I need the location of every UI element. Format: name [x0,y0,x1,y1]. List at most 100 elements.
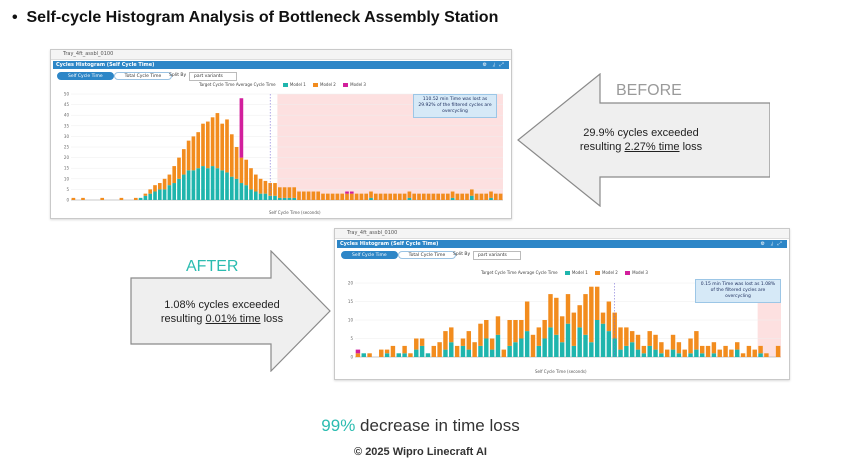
histogram-bar [723,345,728,357]
window-title: Tray_4ft_assbl_0100 [63,51,114,57]
time-loss-note: 0.15 min Time was lost as 1.08% of the f… [695,279,781,303]
histogram-bar [321,193,325,200]
histogram-bar [258,178,263,194]
histogram-bar [740,353,746,357]
y-tick-label: 15 [64,166,70,171]
legend-swatch-model3 [625,271,631,275]
legend-model2: Model 2 [320,82,336,87]
slide-title: • Self-cycle Histogram Analysis of Bottl… [12,9,498,27]
histogram-bar [524,331,530,357]
histogram-bar [253,174,258,192]
window-title: Tray_4ft_assbl_0100 [347,230,398,236]
histogram-bar [489,197,493,200]
title-bullet: • [12,9,18,26]
histogram-bar [345,191,349,194]
histogram-bar [421,193,426,200]
histogram-bar [469,189,474,196]
y-tick-label: 20 [64,155,70,160]
after-summary-text: 1.08% cycles exceeded resulting 0.01% ti… [142,298,302,326]
histogram-bar [577,305,582,328]
histogram-bar [407,197,412,200]
after-line-1: 1.08% cycles exceeded [164,299,280,311]
y-tick-label: 45 [64,102,70,107]
split-by-select[interactable]: part variants [473,251,521,260]
histogram-bar [361,353,366,357]
histogram-bar [559,342,565,357]
histogram-bar [378,193,383,200]
panel-title: Cycles Histogram (Self Cycle Time) [340,241,439,247]
histogram-bar [258,193,263,200]
histogram-bar [210,166,215,200]
histogram-bar [345,193,349,200]
histogram-bar [263,180,268,194]
split-by-select[interactable]: part variants [189,72,237,81]
histogram-bar [419,345,425,357]
histogram-bar [454,345,460,357]
histogram-bar [239,183,244,200]
histogram-bar [472,342,477,357]
histogram-bar [466,349,472,357]
histogram-bar [629,331,635,343]
settings-icon[interactable]: ⚙ [760,241,765,247]
x-axis-label: Self Cycle Time (seconds) [535,369,587,374]
histogram-bar [577,327,582,357]
note-line-1: 110.52 min Time was lost as [422,97,488,102]
histogram-bar [559,316,565,343]
histogram-bar [612,338,617,357]
histogram-bar [542,320,547,339]
before-screenshot: Tray_4ft_assbl_0100 Cycles Histogram (Se… [50,49,512,219]
download-icon[interactable]: ⤓ [770,241,773,247]
settings-icon[interactable]: ⚙ [482,62,487,68]
histogram-bar [119,197,124,200]
summary-percent: 99% [321,416,356,435]
expand-icon[interactable]: ⤢ [498,62,503,68]
histogram-bar [694,331,699,350]
histogram-bar [594,286,600,320]
histogram-bar [325,193,330,200]
legend-swatch-model2 [313,83,319,87]
histogram-bar [775,345,781,357]
histogram-bar [287,197,292,200]
histogram-bar [688,338,693,354]
histogram-bar [239,98,244,158]
histogram-bar [659,353,664,357]
histogram-bar [402,353,407,357]
histogram-bar [670,334,676,350]
histogram-bar [143,193,148,196]
tab-self-cycle-time[interactable]: Self Cycle Time [57,72,114,80]
split-by-label: Split By [453,252,471,257]
panel-header: Cycles Histogram (Self Cycle Time) ⚙ ⤓ ⤢ [337,240,787,248]
histogram-bar [396,353,401,357]
histogram-bar [335,193,340,200]
histogram-bar [205,168,210,200]
histogram-bar [205,121,210,169]
histogram-bar [624,327,629,346]
histogram-bar [384,353,390,357]
histogram-bar [513,320,518,343]
histogram-bar [167,185,172,200]
histogram-bar [635,349,641,357]
tab-total-cycle-time[interactable]: Total Cycle Time [397,251,457,259]
histogram-bar [735,342,740,350]
histogram-bar [408,353,413,357]
histogram-bar [316,191,321,200]
histogram-bar [191,136,196,171]
histogram-bar [297,191,301,200]
histogram-bar [606,301,612,332]
tab-total-cycle-time[interactable]: Total Cycle Time [113,72,173,80]
histogram-bar [364,193,369,200]
legend-model3: Model 3 [350,82,366,87]
histogram-bar [647,331,652,346]
histogram-bar [542,338,547,357]
download-icon[interactable]: ⤓ [492,62,495,68]
histogram-bar [234,147,239,179]
expand-icon[interactable]: ⤢ [776,241,781,247]
histogram-bar [330,193,335,200]
histogram-bar [711,353,717,357]
y-tick-label: 5 [66,187,69,192]
y-tick-label: 10 [64,176,70,181]
histogram-bar [735,349,740,357]
before-suffix: loss [679,141,703,153]
tab-self-cycle-time[interactable]: Self Cycle Time [341,251,398,259]
histogram-bar [162,178,167,190]
